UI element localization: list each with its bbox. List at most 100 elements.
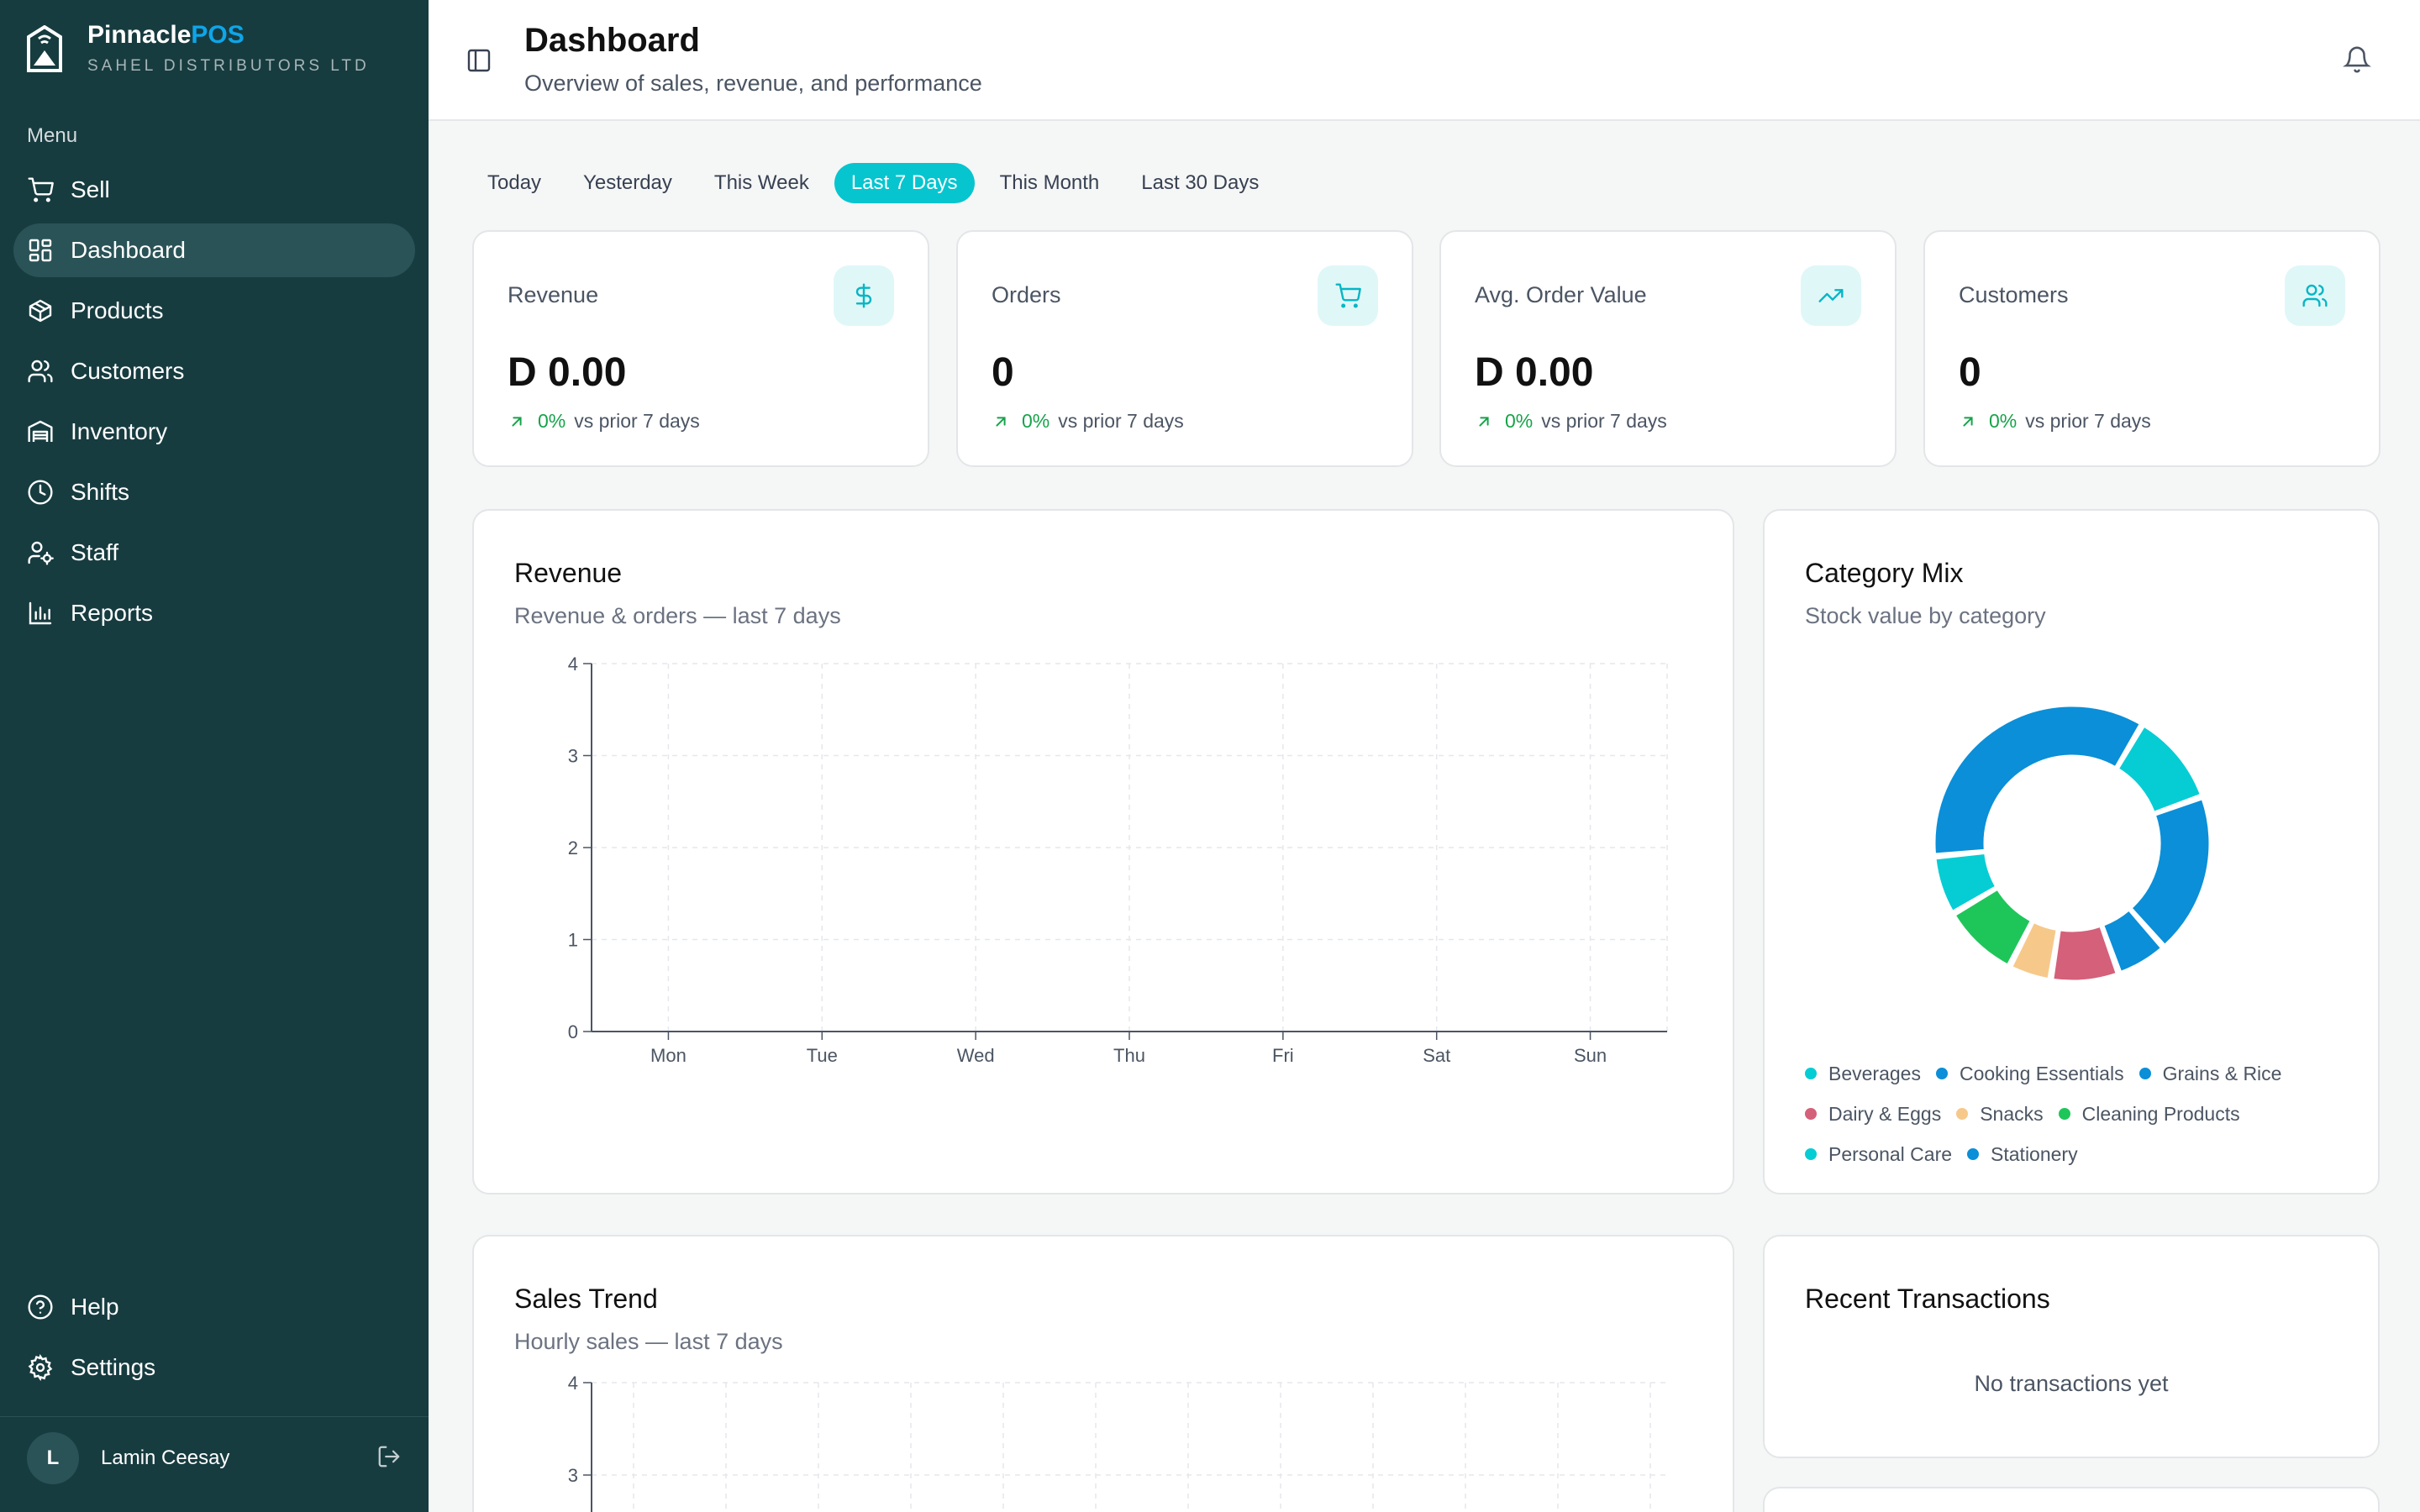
sidebar-item-dashboard[interactable]: Dashboard	[13, 223, 415, 277]
kpi-label: Customers	[1959, 282, 2069, 307]
company-name: SAHEL DISTRIBUTORS LTD	[87, 57, 370, 75]
sidebar-item-settings[interactable]: Settings	[13, 1341, 415, 1394]
help-icon	[28, 1294, 53, 1320]
kpi-icon-badge	[834, 265, 894, 326]
brand[interactable]: PinnaclePOS SAHEL DISTRIBUTORS LTD	[27, 20, 370, 76]
kpi-change-text: vs prior 7 days	[574, 410, 700, 432]
user-profile[interactable]: L Lamin Ceesay	[27, 1431, 402, 1485]
kpi-value: 0	[992, 350, 1014, 395]
filter-this-week[interactable]: This Week	[713, 171, 809, 194]
logout-button[interactable]	[376, 1444, 402, 1473]
sidebar-bottom-nav: Help Settings	[13, 1280, 415, 1401]
kpi-value: D 0.00	[508, 350, 627, 395]
card-title: Category Mix	[1805, 558, 1964, 588]
arrow-up-right-icon	[996, 416, 1006, 427]
kpi-label: Revenue	[508, 282, 599, 307]
x-tick-label: Mon	[650, 1045, 687, 1066]
bell-icon[interactable]	[2343, 45, 2371, 74]
sidebar-item-label: Dashboard	[71, 237, 186, 263]
brand-name: PinnaclePOS	[87, 21, 245, 49]
kpi-card-avg-order-value: Avg. Order Value D 0.00 0% vs prior 7 da…	[1439, 230, 1897, 467]
user-cog-icon	[28, 541, 54, 565]
sidebar-item-products[interactable]: Products	[13, 284, 415, 338]
card-title: Sales Trend	[514, 1284, 658, 1314]
category-donut-chart	[1933, 704, 2212, 983]
sidebar-item-staff[interactable]: Staff	[13, 526, 415, 580]
legend-item: Dairy & Eggs	[1805, 1103, 1941, 1126]
y-tick-label: 4	[568, 1373, 578, 1394]
legend-item: Snacks	[1956, 1103, 2044, 1126]
sidebar-item-reports[interactable]: Reports	[13, 586, 415, 640]
card-title: Recent Transactions	[1805, 1284, 2050, 1314]
kpi-change-percent: 0%	[538, 410, 566, 432]
sidebar-item-label: Settings	[71, 1354, 156, 1380]
cart-icon	[1335, 283, 1361, 308]
sidebar-item-label: Shifts	[71, 479, 130, 505]
legend-item: Cleaning Products	[2058, 1103, 2240, 1126]
sidebar-item-label: Customers	[71, 358, 185, 384]
card-subtitle: Stock value by category	[1805, 603, 2046, 628]
users-icon	[2302, 284, 2328, 307]
empty-state: No transactions yet	[1974, 1371, 2169, 1396]
filter-last-30-days[interactable]: Last 30 Days	[1141, 171, 1260, 194]
warehouse-icon	[28, 420, 53, 442]
sidebar-toggle-icon[interactable]	[466, 47, 492, 74]
x-tick-label: Thu	[1113, 1045, 1145, 1066]
kpi-label: Avg. Order Value	[1475, 282, 1647, 307]
revenue-chart-card: Revenue Revenue & orders — last 7 days 0…	[472, 509, 1734, 1194]
sidebar-item-help[interactable]: Help	[13, 1280, 415, 1334]
pie-slice-personal-care	[1933, 851, 1998, 914]
menu-label: Menu	[27, 124, 78, 147]
y-tick-label: 3	[568, 1465, 578, 1486]
sidebar-item-shifts[interactable]: Shifts	[13, 465, 415, 519]
pie-slice-cooking-essentials	[2128, 796, 2212, 948]
filter-last-7-days[interactable]: Last 7 Days	[834, 163, 975, 203]
filter-yesterday[interactable]: Yesterday	[583, 171, 672, 194]
sales-trend-chart: 43	[568, 1373, 1667, 1512]
arrow-up-right-icon	[1963, 416, 1973, 427]
arrow-up-right-icon	[1479, 416, 1489, 427]
gear-icon	[28, 1354, 53, 1381]
arrow-up-right-icon	[512, 416, 522, 427]
kpi-change-percent: 0%	[1989, 410, 2018, 432]
filter-today[interactable]: Today	[487, 171, 542, 194]
trending-up-icon	[1818, 289, 1844, 302]
card-subtitle: Hourly sales — last 7 days	[514, 1329, 783, 1354]
legend-item: Cooking Essentials	[1935, 1063, 2124, 1085]
kpi-value: D 0.00	[1475, 350, 1594, 395]
next-card	[1763, 1487, 2380, 1512]
x-tick-label: Sun	[1574, 1045, 1607, 1066]
kpi-label: Orders	[992, 282, 1061, 307]
card-subtitle: Revenue & orders — last 7 days	[514, 603, 841, 628]
kpi-icon-badge	[2285, 265, 2345, 326]
legend-item: Stationery	[1967, 1143, 2078, 1166]
users-icon	[28, 360, 53, 383]
dashboard-icon	[29, 239, 52, 262]
x-tick-label: Tue	[807, 1045, 838, 1066]
sidebar-item-customers[interactable]: Customers	[13, 344, 415, 398]
filter-this-month[interactable]: This Month	[999, 171, 1100, 194]
pie-slice-stationery	[1933, 704, 2143, 856]
pie-slice-snacks	[2009, 920, 2059, 981]
sidebar-nav: Sell Dashboard Products Customers Invent…	[13, 163, 415, 647]
user-name: Lamin Ceesay	[101, 1446, 230, 1469]
kpi-icon-badge	[1318, 265, 1378, 326]
logo-icon	[27, 25, 62, 72]
sidebar-item-label: Reports	[71, 600, 154, 626]
x-tick-label: Sat	[1423, 1045, 1450, 1066]
y-tick-label: 2	[568, 837, 578, 858]
y-tick-label: 1	[568, 930, 578, 951]
kpi-change-percent: 0%	[1505, 410, 1534, 432]
sidebar-item-label: Inventory	[71, 418, 168, 444]
sidebar-item-inventory[interactable]: Inventory	[13, 405, 415, 459]
legend-item: Grains & Rice	[2139, 1063, 2281, 1085]
kpi-change: 0% vs prior 7 days	[1959, 410, 2151, 433]
sidebar-item-sell[interactable]: Sell	[13, 163, 415, 217]
sidebar-item-label: Products	[71, 297, 164, 323]
kpi-change: 0% vs prior 7 days	[1475, 410, 1667, 433]
card-title: Revenue	[514, 558, 623, 588]
pie-slice-cleaning-products	[1953, 887, 2033, 968]
recent-transactions-card: Recent Transactions No transactions yet	[1763, 1235, 2380, 1458]
x-tick-label: Fri	[1272, 1045, 1294, 1066]
clock-icon	[28, 480, 53, 505]
